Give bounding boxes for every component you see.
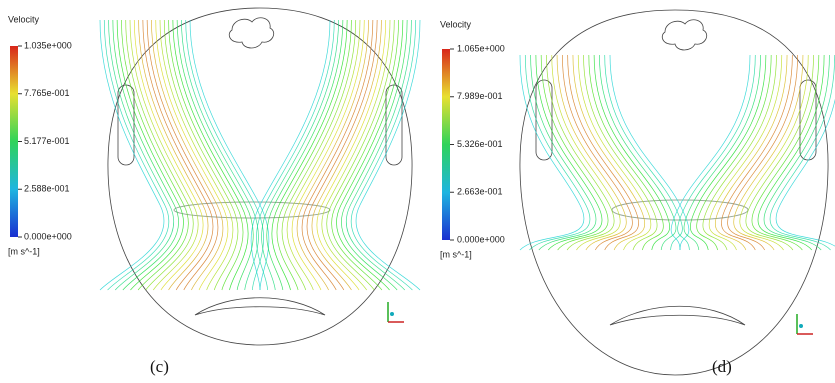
streamline [610,55,689,250]
colorbar-label: 2.663e-001 [457,187,503,197]
colorbar [10,46,18,237]
streamline [100,20,164,290]
streamline [671,55,750,250]
colorbar-label: 7.989e-001 [457,91,503,101]
colorbar-label: 0.000e+000 [457,234,505,244]
unit-label: [m s^-1] [440,249,472,259]
panel-d [520,10,835,375]
cavity [800,80,816,160]
cavity [612,200,748,220]
streamline [177,20,253,290]
panel-c [100,8,420,345]
streamlines [100,20,420,290]
streamline [605,55,683,250]
streamline [262,20,339,290]
colorbar-label: 1.065e+000 [457,43,505,53]
axis-triad [388,302,813,334]
streamline [181,20,258,290]
streamline [351,20,416,290]
figure: Velocity 1.035e+000 7.765e-001 5.177e-001 2.… [0,0,835,383]
streamline [292,20,364,290]
streamline [160,20,233,290]
colorbar-label: 5.177e-001 [24,136,70,146]
colorbar [442,49,450,240]
streamline [734,55,803,250]
head-outline [108,8,412,345]
streamline [104,20,169,290]
colorbar-label: 2.588e-001 [24,184,70,194]
cavity [229,18,273,48]
cavity [536,80,552,160]
colorbar-label: 7.765e-001 [24,88,70,98]
streamline [267,20,343,290]
streamlines [520,55,835,250]
legend-title: Velocity [440,19,472,29]
streamline [356,20,420,290]
legend-title: Velocity [8,14,40,24]
streamline [678,55,756,250]
cavity [662,20,706,50]
streamline [134,20,203,290]
cavity [610,306,745,325]
colorbar-label: 1.035e+000 [24,40,72,50]
streamline [317,20,386,290]
colorbar-label: 5.326e-001 [457,139,503,149]
panel-label: (d) [712,357,732,376]
streamline [557,55,626,250]
cavity [195,298,325,315]
colorbar-label: 0.000e+000 [24,231,72,241]
panel-label: (c) [150,357,169,376]
streamline [156,20,228,290]
streamline [287,20,360,290]
unit-label: [m s^-1] [8,246,40,256]
